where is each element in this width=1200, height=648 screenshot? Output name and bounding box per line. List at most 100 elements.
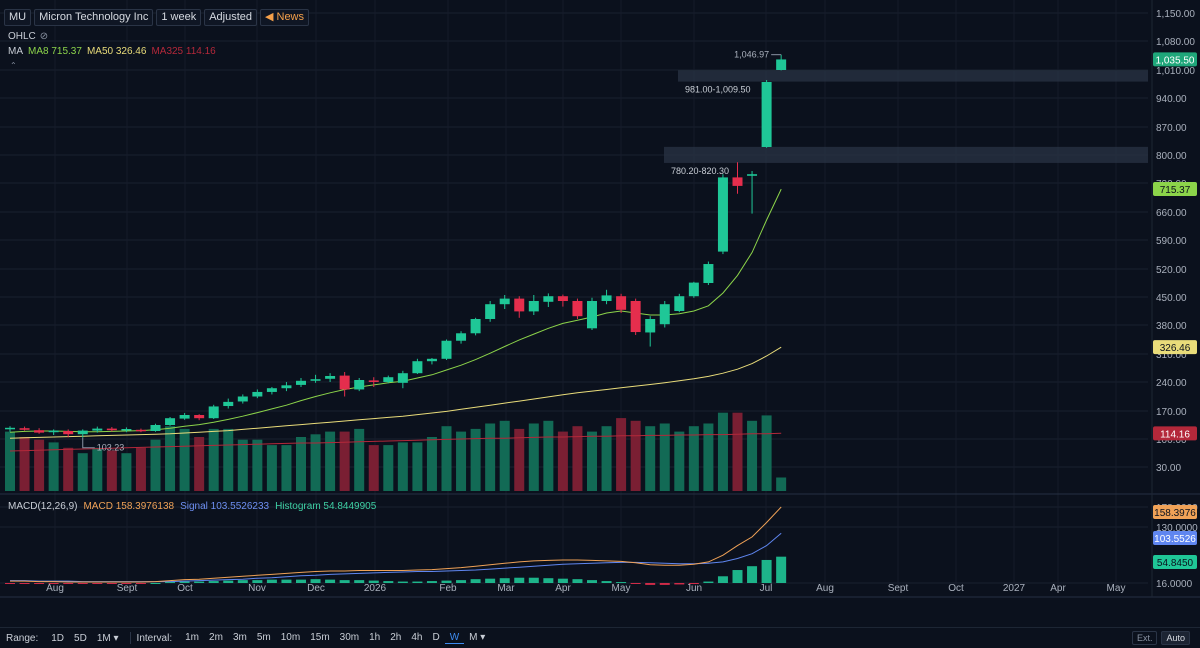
candle-body [659,304,670,325]
chart-header: MU Micron Technology Inc 1 week Adjusted… [4,8,310,26]
candle-body [470,319,481,334]
volume-bar [747,420,758,491]
range-button-0[interactable]: 1D [51,632,65,644]
histogram-bar [528,577,539,583]
candle-body [354,380,365,390]
interval-button-2[interactable]: 3m [232,632,247,643]
price-label-2: 326.46 [1160,343,1191,354]
histogram-bar [135,583,146,584]
macd-legend-item-0: MACD 158.3976138 [83,501,175,512]
volume-bar [557,431,568,491]
macd-label-2: 54.8450 [1157,558,1194,569]
interval-chip[interactable]: 1 week [156,8,202,26]
interval-button-11[interactable]: W [444,632,465,644]
candle-body [776,59,787,70]
candle-body [325,376,336,379]
megaphone-icon: ◀ [265,10,274,23]
time-tick-label: Oct [177,583,193,594]
volume-bar [717,412,728,491]
histogram-bar [630,583,641,584]
range-button-2[interactable]: 1M ▾ [96,632,119,644]
price-label-bg [1153,340,1197,355]
volume-bar [19,437,30,491]
candle-body [528,301,539,312]
price-tick-label: 1,080.00 [1156,37,1195,48]
symbol-chip[interactable]: MU [4,8,32,26]
price-label-bg [1153,52,1197,67]
interval-button-6[interactable]: 30m [339,632,360,643]
candle-body [281,385,292,389]
range-button-1[interactable]: 5D [74,632,87,644]
histogram-bar [208,581,219,583]
collapse-legend-icon[interactable]: ⌃ [10,61,17,70]
ohlc-label: OHLC [8,31,36,42]
candle-body [48,430,59,433]
price-tick-label: 1,010.00 [1156,66,1195,77]
candle-body [252,391,263,397]
ma-legend: MA MA8 715.37 MA50 326.46 MA325 114.16 [8,46,216,57]
volume-bar [296,437,306,491]
interval-button-10[interactable]: D [432,632,440,643]
histogram-bar [354,580,365,583]
volume-bar [659,423,670,491]
volume-bar [237,439,248,491]
interval-button-7[interactable]: 1h [369,632,381,643]
interval-button-1[interactable]: 2m [209,632,223,643]
volume-bar [601,426,612,491]
macd-label-1: 103.5526 [1154,534,1196,545]
news-chip[interactable]: ◀ News [260,8,310,26]
histogram-bar [659,583,670,585]
interval-button-3[interactable]: 5m [256,632,271,643]
interval-button-5[interactable]: 15m [310,632,330,643]
volume-bar [688,426,699,491]
histogram-bar [368,580,379,583]
candle-body [397,373,408,383]
histogram-bar [296,579,306,583]
macd-label: MACD(12,26,9) [8,501,78,512]
candle-body [456,333,467,341]
volume-bar [499,420,510,491]
ma-label: MA [8,46,23,57]
volume-bar [674,431,685,491]
volume-bar [194,437,205,491]
signal-line [10,532,782,583]
range-label: Range: [6,632,39,644]
interval-button-4[interactable]: 10m [280,632,301,643]
grid-lines [0,0,1148,590]
extended-hours-toggle[interactable]: Ext. [1131,631,1158,645]
histogram-bar [514,577,525,583]
time-tick-label: Nov [248,583,266,594]
interval-button-9[interactable]: 4h [411,632,423,643]
price-tick-label: 800.00 [1156,151,1187,162]
interval-button-12[interactable]: M ▾ [469,632,486,643]
ma50-line [9,346,782,439]
price-tick-label: 940.00 [1156,94,1187,105]
ma325-line [9,432,782,452]
price-tick-label: 590.00 [1156,236,1187,247]
macd-label-bg [1153,555,1197,569]
high-marker-label: 1,046.97 [734,50,769,60]
volume-bar [630,420,641,491]
candle-body [630,301,641,333]
volume-bar [776,477,787,491]
price-tick-label: 100.00 [1156,435,1187,446]
eye-off-icon[interactable]: ⊘ [39,31,49,42]
company-chip[interactable]: Micron Technology Inc [34,8,154,26]
price-label-0: 1,035.50 [1156,55,1195,66]
interval-button-0[interactable]: 1m [185,632,200,643]
candle-body [165,418,176,425]
price-tick-label: 450.00 [1156,293,1187,304]
candle-body [747,174,758,176]
candle-body [179,415,190,419]
histogram-bar [456,580,467,583]
time-tick-label: 2026 [364,583,387,594]
auto-scale-toggle[interactable]: Auto [1161,631,1190,645]
candles [5,54,787,438]
interval-button-8[interactable]: 2h [390,632,402,643]
price-label-bg [1153,426,1197,441]
adjusted-chip[interactable]: Adjusted [204,8,258,26]
volume-bar [48,442,59,491]
histogram-bar [194,581,205,583]
candle-body [557,296,568,301]
